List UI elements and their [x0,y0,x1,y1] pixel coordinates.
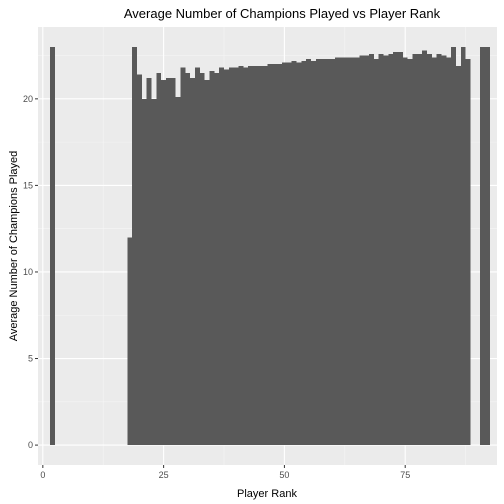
bar [431,57,437,446]
bar [257,65,263,446]
bar [214,72,220,446]
bar [306,59,311,446]
bar [349,57,355,446]
bar [388,53,394,446]
x-axis-title: Player Rank [237,488,297,500]
y-tick-label: 15 [23,180,33,190]
bar [310,60,316,446]
bar [460,46,466,446]
bar [209,71,215,446]
y-tick-label: 10 [23,267,33,277]
bar [262,65,268,446]
y-tick-label: 5 [28,354,33,364]
bar [267,64,273,446]
bar [339,57,345,446]
bar [441,55,447,446]
bar [166,78,171,446]
bar [224,69,229,446]
bar [412,53,418,446]
bar [359,55,365,446]
bar [127,237,133,446]
bar [335,57,340,446]
bar [137,74,142,446]
bar [286,62,292,446]
bar [484,46,490,446]
bar [291,60,297,446]
bar [354,57,360,446]
bar [238,65,244,446]
bar [272,64,278,446]
bar [296,62,302,446]
bar [195,67,200,446]
bar [393,52,398,446]
bar [277,64,282,446]
bar [451,46,456,446]
x-tick-label: 0 [40,470,45,480]
bar [378,53,384,446]
bars [50,46,490,446]
bar [146,78,152,446]
bar [436,53,442,446]
bar [281,62,287,446]
bar [156,72,162,446]
bar [185,72,191,446]
bar [301,60,307,446]
bar [248,65,254,446]
y-tick-label: 20 [23,94,33,104]
bar [50,46,55,446]
x-axis-ticks: 0 25 50 75 [40,465,410,480]
bar [180,67,186,446]
chart-title: Average Number of Champions Played vs Pl… [124,6,441,21]
x-tick-label: 25 [159,470,169,480]
bar [190,78,196,446]
bar [175,97,181,446]
bar [426,53,432,446]
bar [407,59,413,446]
y-axis-title: Average Number of Champions Played [8,151,20,342]
bar [344,57,350,446]
bar [253,65,258,446]
bar [325,59,331,446]
bar [233,67,239,446]
bar [402,57,408,446]
bar [228,67,234,446]
x-tick-label: 50 [279,470,289,480]
bar [364,55,369,446]
bar [132,46,138,446]
bar [320,59,326,446]
bar [383,55,389,446]
bar [465,59,471,446]
bar [161,79,167,446]
bar [446,57,452,446]
y-axis-ticks: 0 5 10 15 20 [23,94,38,450]
bar [330,59,336,446]
bar [422,50,427,446]
bar [455,65,461,446]
bar [315,59,321,446]
y-tick-label: 0 [28,440,33,450]
bar [170,78,176,446]
bar [373,59,379,446]
bar [368,53,374,446]
bar [199,72,205,446]
bar [219,67,225,446]
x-tick-label: 75 [400,470,410,480]
bar [204,79,210,446]
bar [397,52,403,446]
bar [243,67,249,446]
bar [151,98,157,446]
bar [141,98,147,446]
bar [417,53,423,446]
bar [480,46,485,446]
